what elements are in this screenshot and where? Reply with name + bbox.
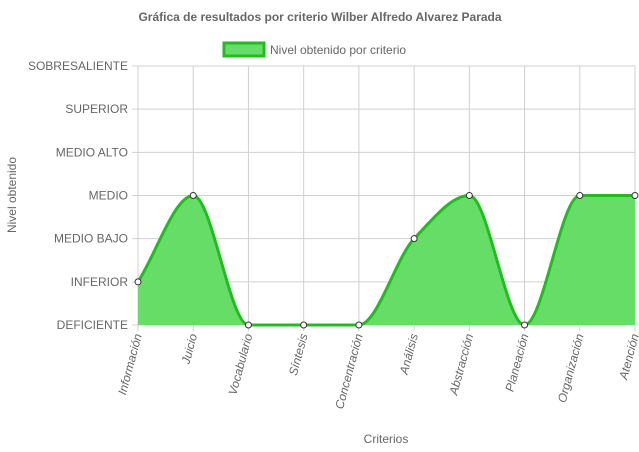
x-tick-label: Planeación	[503, 332, 532, 393]
y-axis-ticks: DEFICIENTE INFERIOR MEDIO BAJO MEDIO MEDIO A…	[28, 59, 128, 332]
series-line	[136, 193, 635, 327]
data-point[interactable]	[410, 235, 418, 243]
y-tick-label: INFERIOR	[71, 275, 129, 289]
series-area	[138, 195, 635, 325]
data-point[interactable]	[631, 192, 639, 199]
x-axis-title: Criterios	[364, 432, 409, 446]
y-axis-title: Nivel obtenido	[5, 157, 19, 233]
legend[interactable]: Nivel obtenido por criterio	[222, 41, 406, 58]
data-point[interactable]	[521, 321, 529, 329]
x-axis-ticks: Información Juicio Vocabulario Síntesis Conc…	[115, 332, 639, 411]
data-point[interactable]	[300, 321, 308, 329]
data-points	[134, 192, 639, 329]
x-tick-label: Síntesis	[286, 332, 311, 377]
data-point[interactable]	[189, 192, 197, 199]
legend-label: Nivel obtenido por criterio	[270, 43, 406, 57]
y-tick-label: MEDIO ALTO	[56, 145, 128, 159]
data-point[interactable]	[355, 321, 363, 329]
y-tick-label: SOBRESALIENTE	[28, 59, 128, 73]
x-tick-label: Atención	[616, 332, 639, 382]
legend-swatch	[222, 41, 266, 58]
y-tick-label: DEFICIENTE	[57, 318, 128, 332]
x-tick-label: Concentración	[332, 332, 366, 411]
data-point[interactable]	[465, 192, 473, 199]
y-tick-label: MEDIO	[89, 189, 128, 203]
x-tick-label: Juicio	[178, 332, 200, 367]
x-tick-label: Información	[115, 332, 145, 396]
data-point[interactable]	[134, 278, 142, 286]
x-tick-label: Vocabulario	[226, 332, 256, 397]
chart-title: Gráfica de resultados por criterio Wilbe…	[138, 10, 501, 24]
x-tick-label: Análisis	[397, 332, 421, 377]
data-point[interactable]	[244, 321, 252, 329]
y-tick-label: SUPERIOR	[65, 102, 128, 116]
data-point[interactable]	[576, 192, 584, 199]
y-tick-label: MEDIO BAJO	[54, 232, 128, 246]
x-tick-label: Abstracción	[446, 332, 476, 397]
x-tick-label: Organización	[555, 332, 587, 404]
